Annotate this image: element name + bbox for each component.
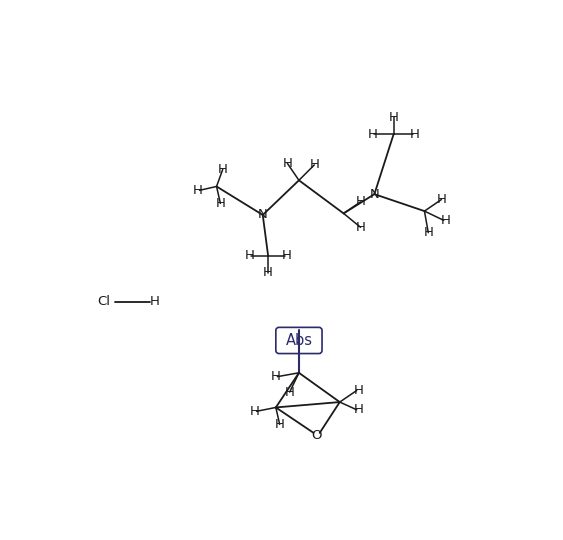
Text: N: N [258, 208, 267, 221]
Text: Abs: Abs [285, 333, 312, 348]
Text: H: H [275, 418, 285, 431]
Text: H: H [250, 405, 260, 418]
Text: H: H [356, 221, 365, 234]
Text: H: H [310, 158, 319, 171]
Text: H: H [282, 249, 292, 262]
Text: H: H [436, 193, 446, 206]
Text: N: N [369, 188, 379, 201]
Text: H: H [388, 111, 399, 124]
Text: H: H [245, 249, 254, 262]
FancyBboxPatch shape [276, 327, 322, 354]
Text: H: H [218, 163, 227, 176]
Text: H: H [283, 157, 292, 170]
Text: Cl: Cl [97, 295, 110, 308]
Text: H: H [193, 184, 203, 197]
Text: H: H [271, 370, 281, 383]
Text: H: H [354, 384, 363, 397]
Text: H: H [440, 214, 450, 227]
Text: H: H [368, 127, 378, 140]
Text: H: H [285, 386, 294, 399]
Text: H: H [423, 226, 434, 239]
Text: H: H [263, 266, 273, 279]
Text: H: H [356, 195, 365, 208]
Text: H: H [409, 127, 419, 140]
Text: H: H [150, 295, 160, 308]
Text: O: O [311, 429, 322, 442]
Text: H: H [354, 403, 363, 416]
Text: H: H [216, 197, 225, 210]
